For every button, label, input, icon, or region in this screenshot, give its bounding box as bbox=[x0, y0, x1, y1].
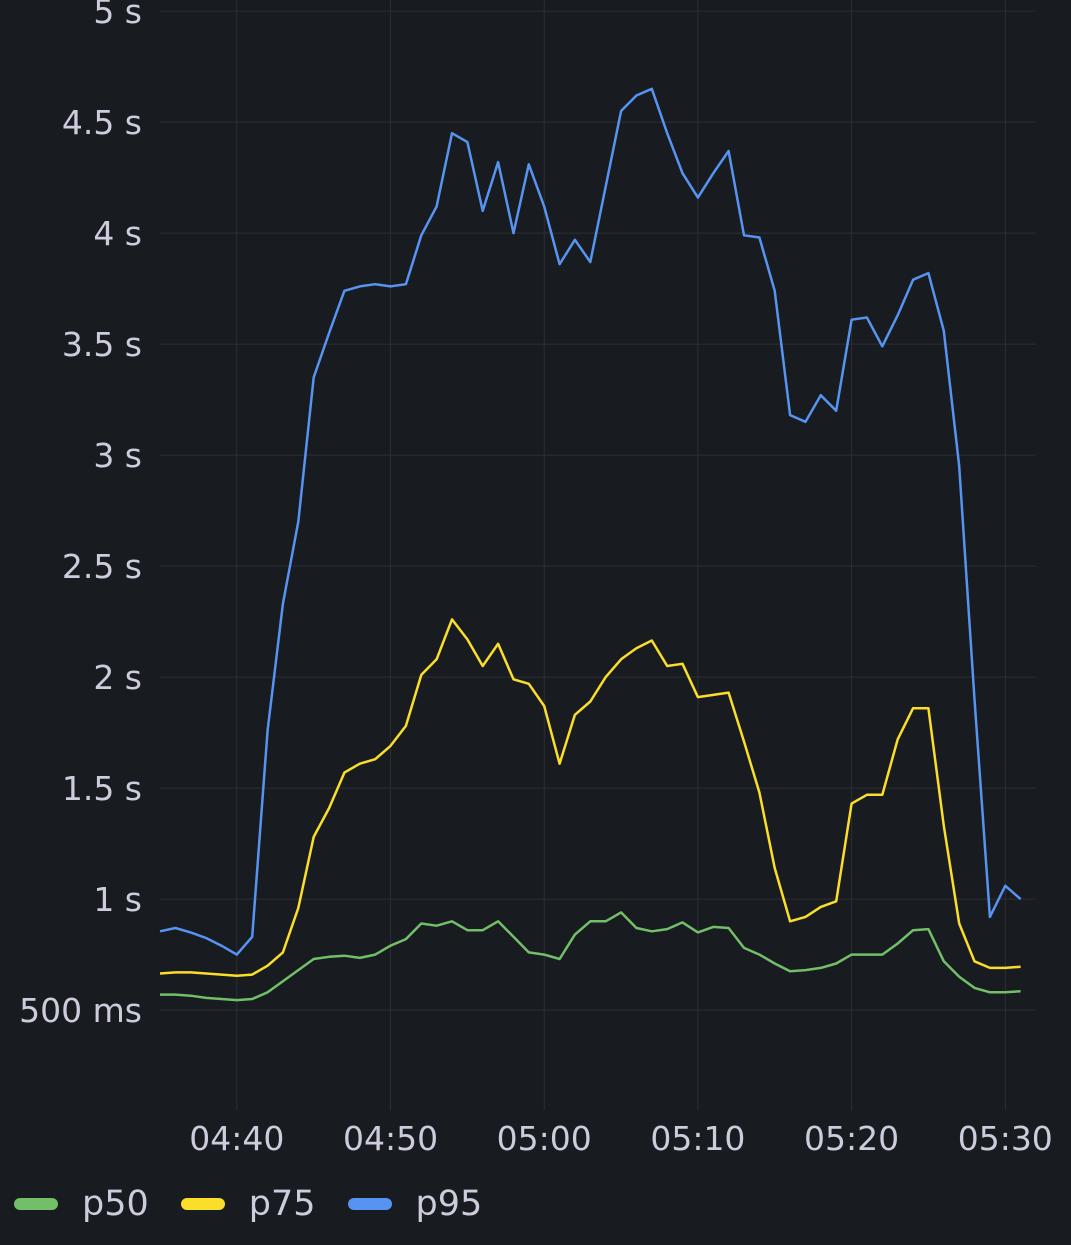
y-tick-label: 3.5 s bbox=[62, 325, 142, 364]
x-tick-label: 05:30 bbox=[958, 1119, 1053, 1158]
legend-item-p50[interactable]: p50 bbox=[14, 1184, 149, 1224]
legend-label-p50: p50 bbox=[82, 1184, 149, 1224]
y-tick-label: 4.5 s bbox=[62, 103, 142, 142]
x-tick-label: 04:40 bbox=[189, 1119, 284, 1158]
legend-label-p95: p95 bbox=[415, 1184, 483, 1224]
legend-item-p95[interactable]: p95 bbox=[347, 1184, 483, 1224]
y-tick-label: 1 s bbox=[93, 880, 142, 919]
x-tick-label: 04:50 bbox=[343, 1119, 438, 1158]
legend-swatch-p95 bbox=[347, 1198, 392, 1210]
y-tick-label: 1.5 s bbox=[62, 769, 142, 808]
x-tick-label: 05:10 bbox=[650, 1119, 745, 1158]
legend-swatch-p75 bbox=[180, 1198, 225, 1210]
series-line-p95[interactable] bbox=[159, 87, 1022, 956]
legend-label-p75: p75 bbox=[248, 1184, 316, 1224]
y-axis-tick-labels: 500 ms 1 s 1.5 s 2 s 2.5 s 3 s 3.5 s 4 s 4.5 s 5 … bbox=[19, 0, 142, 1030]
x-tick-label: 05:00 bbox=[497, 1119, 592, 1158]
latency-chart: 500 ms 1 s 1.5 s 2 s 2.5 s 3 s 3.5 s 4 s 4.5 s 5 … bbox=[19, 0, 1053, 1158]
x-axis-tick-labels: 04:40 04:50 05:00 05:10 05:20 05:30 bbox=[189, 1119, 1053, 1158]
legend-swatch-p50 bbox=[14, 1198, 58, 1210]
legend-item-p75[interactable]: p75 bbox=[180, 1184, 316, 1224]
x-tick-label: 05:20 bbox=[804, 1119, 899, 1158]
y-tick-label: 4 s bbox=[93, 214, 142, 253]
legend: p50 p75 p95 bbox=[14, 1184, 514, 1224]
y-tick-label: 2 s bbox=[93, 658, 142, 697]
y-tick-label: 500 ms bbox=[19, 991, 142, 1030]
series-line-p50[interactable] bbox=[160, 911, 1021, 1002]
y-gridlines bbox=[160, 10, 1036, 1011]
y-tick-label: 3 s bbox=[93, 436, 142, 475]
series-line-p75[interactable] bbox=[159, 618, 1021, 977]
y-tick-label: 5 s bbox=[93, 0, 142, 31]
series-lines[interactable] bbox=[159, 87, 1022, 1002]
y-tick-label: 2.5 s bbox=[62, 547, 142, 586]
x-gridlines bbox=[236, 0, 1006, 1110]
